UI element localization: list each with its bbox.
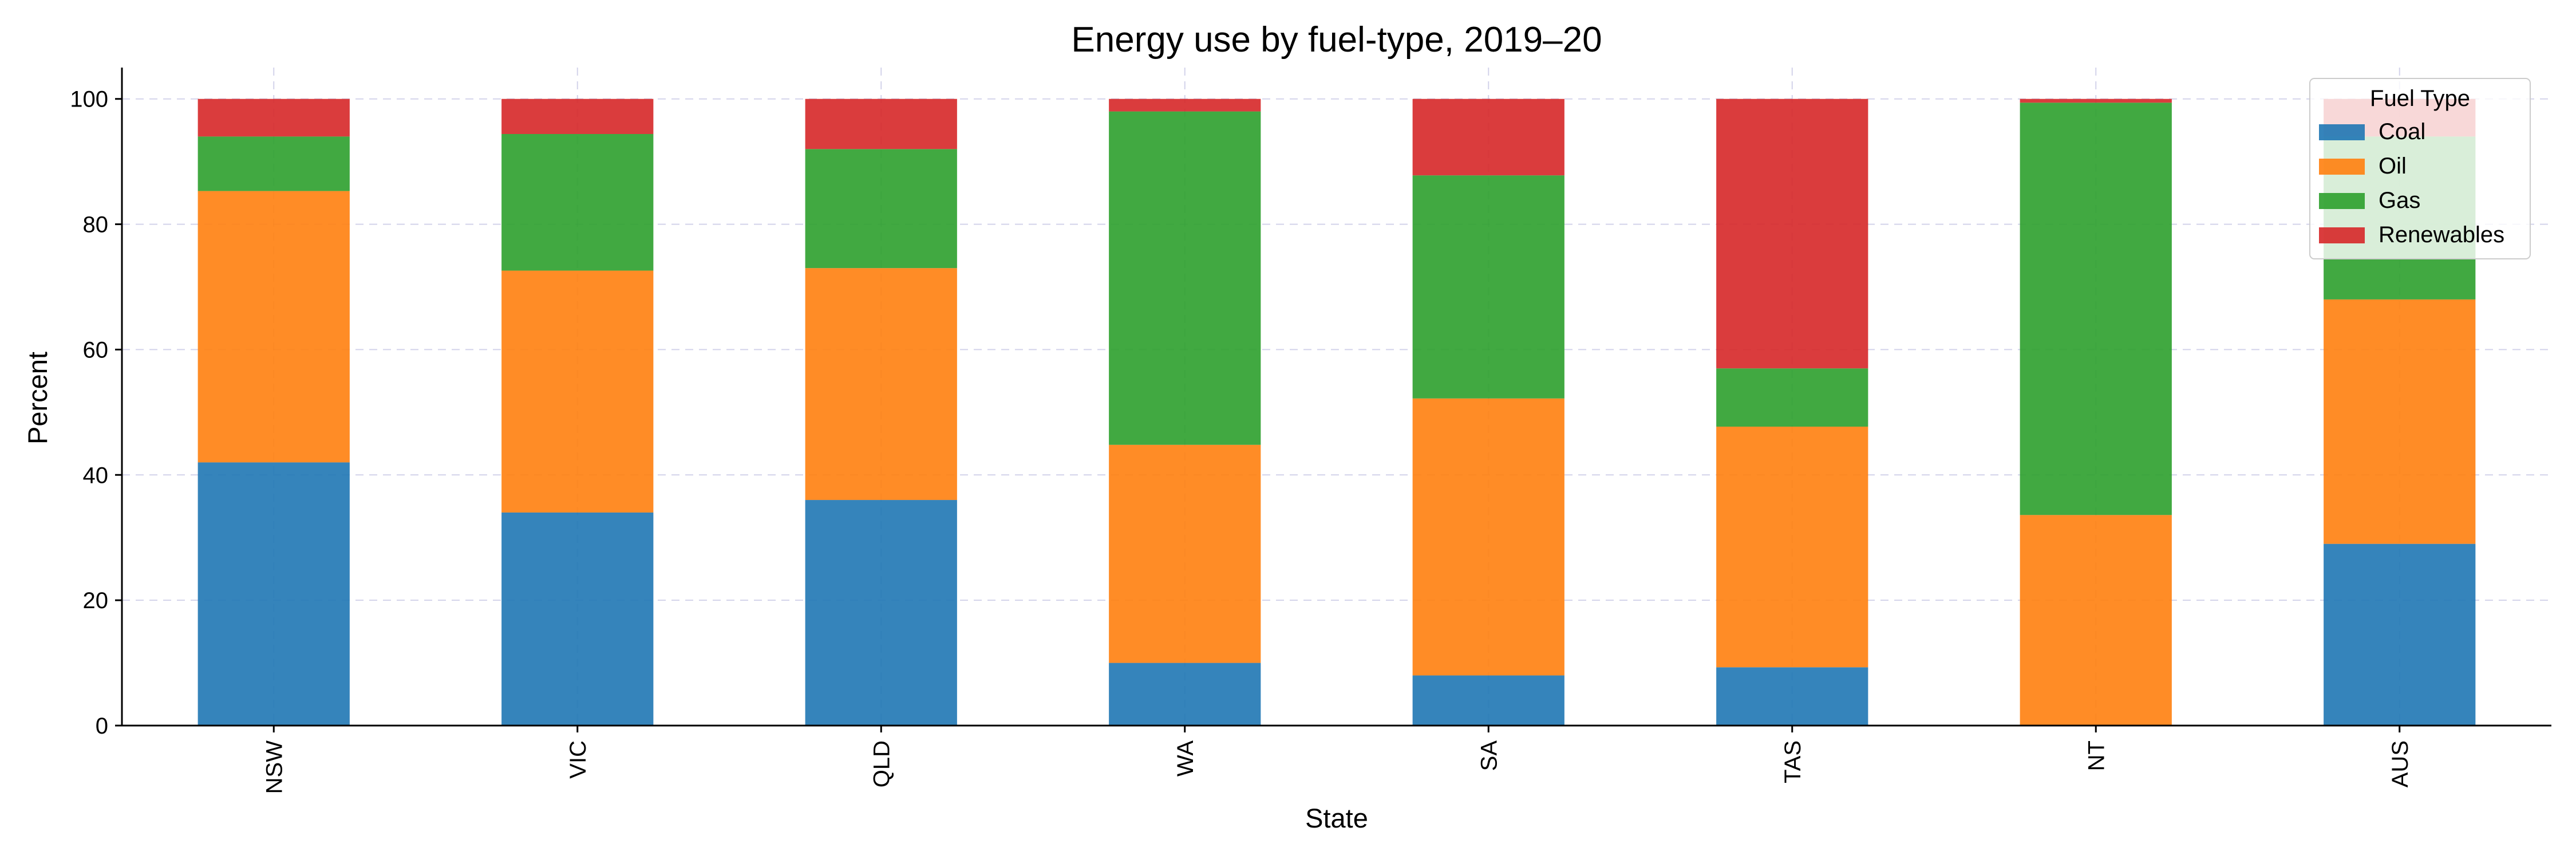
x-tick-label: NT [2084, 740, 2109, 771]
grid-layer [122, 68, 2551, 726]
legend-label-coal: Coal [2379, 119, 2425, 144]
bar-vic-oil [501, 270, 654, 513]
bar-tas-coal [1716, 667, 1868, 726]
x-tick-label: SA [1476, 740, 1502, 771]
y-axis-label: Percent [22, 352, 53, 444]
bar-nt-renewables [2020, 98, 2172, 103]
bar-wa-oil [1109, 444, 1261, 663]
legend-title: Fuel Type [2370, 86, 2470, 111]
bar-wa-coal [1109, 663, 1261, 726]
bars-layer [197, 98, 2476, 726]
bar-sa-coal [1412, 675, 1564, 726]
bar-qld-oil [805, 268, 957, 501]
y-tick-label: 20 [83, 588, 109, 613]
x-tick-label: NSW [262, 740, 287, 794]
x-axis-label: State [1305, 803, 1368, 833]
bar-nsw-renewables [197, 98, 350, 137]
bar-tas-renewables [1716, 98, 1868, 369]
legend-swatch-renewables [2319, 227, 2365, 243]
bar-wa-gas [1109, 111, 1261, 445]
bar-nt-oil [2020, 515, 2172, 726]
bar-qld-gas [805, 149, 957, 269]
x-tick-label: TAS [1780, 740, 1805, 783]
y-tick-label: 100 [70, 87, 108, 112]
bar-qld-renewables [805, 98, 957, 149]
bar-aus-oil [2324, 299, 2476, 544]
bar-aus-coal [2324, 543, 2476, 726]
y-tick-label: 40 [83, 463, 109, 488]
legend-label-renewables: Renewables [2379, 222, 2504, 247]
legend: Fuel Type Coal Oil Gas Renewables [2309, 78, 2531, 259]
bar-tas-gas [1716, 368, 1868, 427]
bar-vic-gas [501, 133, 654, 271]
chart-title: Energy use by fuel-type, 2019–20 [1071, 20, 1602, 60]
bar-nt-gas [2020, 103, 2172, 515]
x-tick-label: VIC [566, 740, 591, 779]
bar-sa-gas [1412, 175, 1564, 399]
bar-tas-oil [1716, 427, 1868, 668]
x-tick-label: QLD [869, 740, 894, 787]
bar-nsw-oil [197, 191, 350, 463]
axes-layer: 0 20 40 60 80 100 NSW VIC QLD WA SA TAS NT AUS [70, 68, 2551, 794]
bar-sa-oil [1412, 398, 1564, 676]
legend-label-gas: Gas [2379, 188, 2420, 213]
x-tick-label: WA [1173, 740, 1198, 777]
legend-swatch-coal [2319, 124, 2365, 140]
y-tick-label: 60 [83, 337, 109, 362]
legend-box [2309, 78, 2531, 259]
x-tick-label: AUS [2388, 740, 2413, 787]
bar-wa-renewables [1109, 98, 1261, 112]
legend-swatch-oil [2319, 159, 2365, 175]
bar-vic-renewables [501, 98, 654, 134]
y-tick-label: 0 [96, 714, 108, 739]
legend-label-oil: Oil [2379, 153, 2407, 179]
bar-nsw-gas [197, 136, 350, 191]
bar-sa-renewables [1412, 98, 1564, 176]
y-tick-label: 80 [83, 212, 109, 238]
bar-vic-coal [501, 512, 654, 726]
legend-swatch-gas [2319, 193, 2365, 209]
bar-nsw-coal [197, 462, 350, 726]
bar-qld-coal [805, 500, 957, 726]
